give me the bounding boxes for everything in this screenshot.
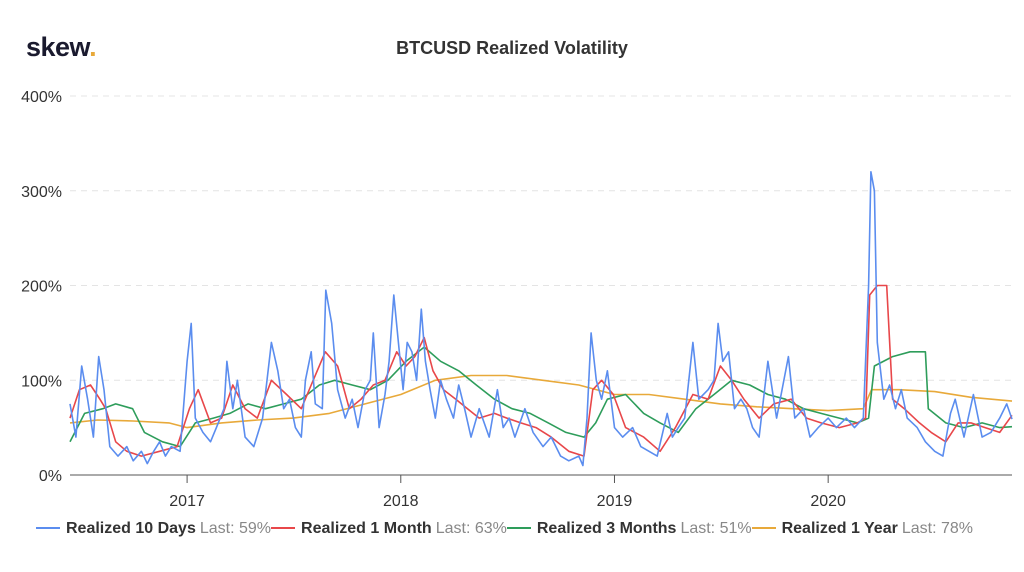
x-tick-label: 2018 — [383, 493, 419, 510]
chart-title: BTCUSD Realized Volatility — [396, 38, 628, 58]
x-axis-ticks: 2017 2018 2019 2020 — [169, 475, 846, 510]
legend-last-value: Last: 51% — [680, 520, 752, 537]
grid-layer — [70, 95, 1012, 381]
logo-dot: . — [89, 32, 97, 62]
logo-text: skew — [26, 32, 90, 62]
legend-last-value: Last: 63% — [435, 520, 507, 537]
legend-item-1y[interactable]: Realized 1 Year Last: 78% — [751, 520, 973, 538]
legend-swatch-1m — [271, 526, 296, 529]
legend-last-value: Last: 78% — [901, 520, 973, 537]
legend-swatch-1y — [751, 526, 776, 529]
legend-last-value: Last: 59% — [199, 520, 272, 537]
y-tick-label: 100% — [21, 373, 62, 390]
legend-label: Realized 1 Year — [781, 520, 898, 537]
y-tick-label: 400% — [21, 89, 62, 106]
legend-label: Realized 3 Months — [536, 520, 677, 537]
legend-item-10d[interactable]: Realized 10 Days Last: 59% — [36, 520, 271, 538]
x-tick-label: 2020 — [810, 493, 846, 510]
skew-logo: skew. — [26, 32, 97, 63]
legend-label: Realized 1 Month — [301, 520, 432, 537]
legend: Realized 10 Days Last: 59% Realized 1 Mon… — [36, 520, 973, 538]
legend-item-3m[interactable]: Realized 3 Months Last: 51% — [506, 520, 752, 538]
x-tick-label: 2017 — [169, 493, 205, 510]
legend-swatch-10d — [36, 526, 60, 529]
legend-swatch-3m — [506, 526, 531, 529]
series-layer — [69, 171, 1013, 467]
series-line-1m — [69, 284, 1013, 457]
y-axis-ticks: 0% 100% 200% 300% 400% — [21, 89, 62, 485]
legend-label: Realized 10 Days — [66, 520, 196, 537]
legend-item-1m[interactable]: Realized 1 Month Last: 63% — [271, 520, 507, 538]
series-line-3m — [69, 346, 1013, 448]
series-line-10d — [69, 171, 1013, 467]
y-tick-label: 0% — [39, 468, 62, 485]
y-tick-label: 200% — [21, 279, 62, 296]
y-tick-label: 300% — [21, 184, 62, 201]
x-tick-label: 2019 — [597, 493, 633, 510]
